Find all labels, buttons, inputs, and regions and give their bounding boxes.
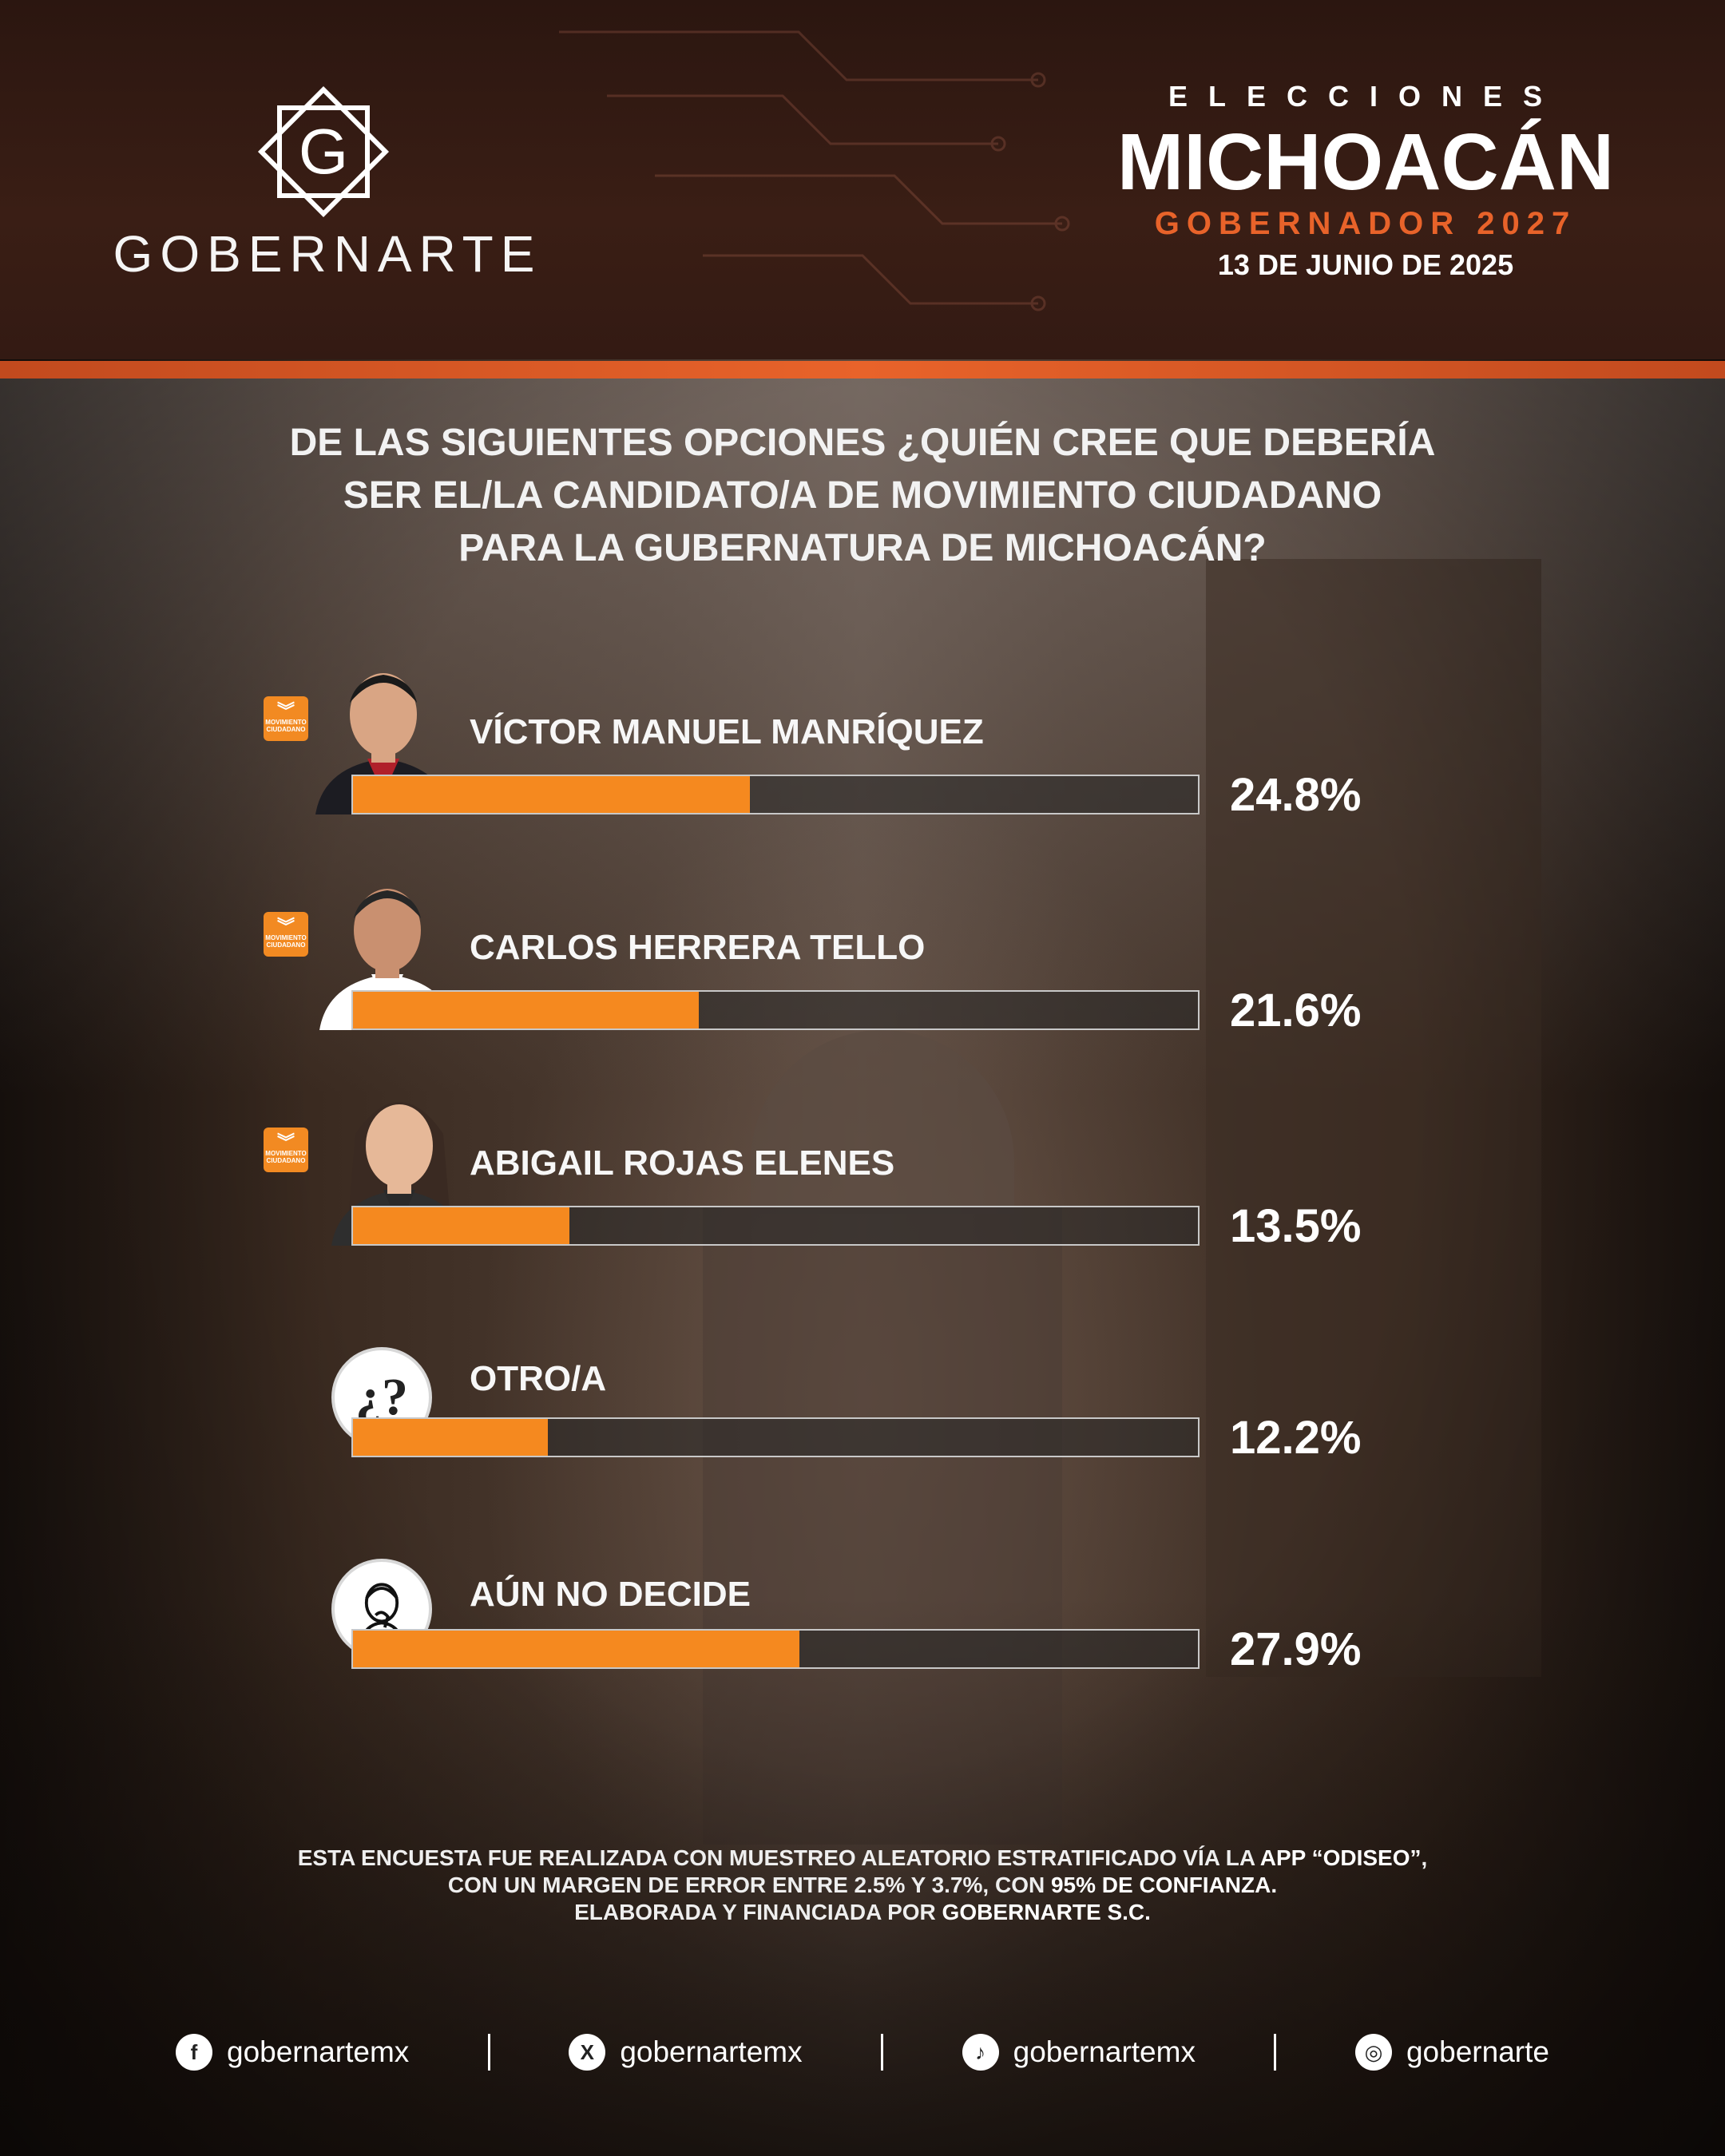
methodology-line-3-text: ELABORADA Y FINANCIADA POR <box>574 1900 942 1924</box>
bar <box>353 1207 569 1244</box>
question-line-1: DE LAS SIGUIENTES OPCIONES ¿QUIÉN CREE Q… <box>289 422 1436 464</box>
methodology-line-2-text: CON UN MARGEN DE ERROR ENTRE 2.5% Y 3.7%… <box>447 1873 1051 1897</box>
question-line-2-text: SER EL/LA CANDIDATO/A DE <box>343 474 891 517</box>
race-subtitle: GOBERNADOR 2027 <box>1154 206 1577 241</box>
bar <box>353 776 750 813</box>
state-title: MICHOACÁN <box>1116 117 1615 207</box>
circuit-pattern <box>559 30 1070 311</box>
bar <box>353 1631 799 1667</box>
bar-label: ABIGAIL ROJAS ELENES <box>470 1143 895 1183</box>
methodology-line-1-suffix: , <box>1421 1845 1428 1870</box>
social-facebook[interactable]: f gobernartemx <box>176 2034 409 2071</box>
social-instagram[interactable]: ◎ gobernarte <box>1354 2034 1549 2071</box>
movimiento-ciudadano-badge: ︾ MOVIMIENTO CIUDADANO <box>264 1128 308 1172</box>
facebook-handle: gobernartemx <box>227 2035 410 2068</box>
bar-value-label: 21.6% <box>1230 985 1362 1036</box>
instagram-handle: gobernarte <box>1406 2035 1549 2068</box>
bar-label: AÚN NO DECIDE <box>470 1575 751 1614</box>
party-badge-line-2: CIUDADANO <box>266 1157 306 1164</box>
methodology-app-name: APP “ODISEO” <box>1259 1845 1422 1870</box>
bar-label: VÍCTOR MANUEL MANRÍQUEZ <box>470 712 984 751</box>
survey-date: 13 DE JUNIO DE 2025 <box>1217 248 1514 281</box>
methodology-line-2: CON UN MARGEN DE ERROR ENTRE 2.5% Y 3.7%… <box>144 1872 1581 1899</box>
election-title-block: ELECCIONES MICHOACÁN GOBERNADOR 2027 13 … <box>1062 80 1669 282</box>
logo-letter: G <box>299 116 348 187</box>
bar-track <box>351 1206 1200 1246</box>
party-badge-line-1: MOVIMIENTO <box>265 719 307 726</box>
methodology-line-3: ELABORADA Y FINANCIADA POR GOBERNARTE S.… <box>144 1899 1581 1926</box>
social-divider <box>487 2034 490 2071</box>
elections-eyebrow: ELECCIONES <box>1168 80 1564 113</box>
social-divider <box>1274 2034 1277 2071</box>
tiktok-handle: gobernartemx <box>1013 2035 1196 2068</box>
methodology-note: ESTA ENCUESTA FUE REALIZADA CON MUESTREO… <box>144 1845 1581 1926</box>
question-party-name: MOVIMIENTO CIUDADANO <box>890 474 1382 517</box>
x-icon: X <box>569 2034 606 2071</box>
bar-value-label: 24.8% <box>1230 769 1362 821</box>
bar-value-label: 13.5% <box>1230 1200 1362 1252</box>
party-eagle-icon: ︾ <box>276 917 295 937</box>
bar <box>353 992 699 1028</box>
bar-value-label: 27.9% <box>1230 1623 1362 1675</box>
methodology-line-1: ESTA ENCUESTA FUE REALIZADA CON MUESTREO… <box>144 1845 1581 1872</box>
bar-label: CARLOS HERRERA TELLO <box>470 928 926 967</box>
movimiento-ciudadano-badge: ︾ MOVIMIENTO CIUDADANO <box>264 912 308 957</box>
brand-name: GOBERNARTE <box>113 225 542 283</box>
methodology-line-1-text: ESTA ENCUESTA FUE REALIZADA CON MUESTREO… <box>297 1845 1260 1870</box>
party-badge-line-1: MOVIMIENTO <box>265 1150 307 1157</box>
question-line-2: SER EL/LA CANDIDATO/A DE MOVIMIENTO CIUD… <box>144 470 1581 522</box>
party-badge-line-2: CIUDADANO <box>266 726 306 733</box>
bar-track <box>351 990 1200 1030</box>
methodology-confidence: 95% DE CONFIANZA. <box>1050 1873 1278 1897</box>
tiktok-icon: ♪ <box>962 2034 999 2071</box>
social-tiktok[interactable]: ♪ gobernartemx <box>962 2034 1196 2071</box>
logo-emblem-icon: G <box>257 85 390 218</box>
bar-track <box>351 775 1200 814</box>
bar-track <box>351 1629 1200 1669</box>
party-eagle-icon: ︾ <box>276 701 295 721</box>
social-divider <box>881 2034 884 2071</box>
movimiento-ciudadano-badge: ︾ MOVIMIENTO CIUDADANO <box>264 696 308 741</box>
bar <box>353 1419 548 1456</box>
bar-value-label: 12.2% <box>1230 1412 1362 1464</box>
question-line-3: PARA LA GUBERNATURA DE MICHOACÁN? <box>458 527 1267 569</box>
party-eagle-icon: ︾ <box>276 1132 295 1152</box>
party-badge-line-1: MOVIMIENTO <box>265 934 307 941</box>
social-x[interactable]: X gobernartemx <box>569 2034 803 2071</box>
party-badge-line-2: CIUDADANO <box>266 941 306 949</box>
facebook-icon: f <box>176 2034 212 2071</box>
social-links: f gobernartemx X gobernartemx ♪ gobernar… <box>176 2028 1549 2076</box>
x-handle: gobernartemx <box>620 2035 803 2068</box>
header-divider-band <box>0 361 1725 378</box>
gobernarte-logo: G GOBERNARTE <box>104 76 551 283</box>
bar-label: OTRO/A <box>470 1359 607 1398</box>
survey-question: DE LAS SIGUIENTES OPCIONES ¿QUIÉN CREE Q… <box>144 417 1581 575</box>
instagram-icon: ◎ <box>1354 2034 1392 2071</box>
bar-track <box>351 1417 1200 1457</box>
methodology-publisher: GOBERNARTE S.C. <box>942 1900 1151 1924</box>
